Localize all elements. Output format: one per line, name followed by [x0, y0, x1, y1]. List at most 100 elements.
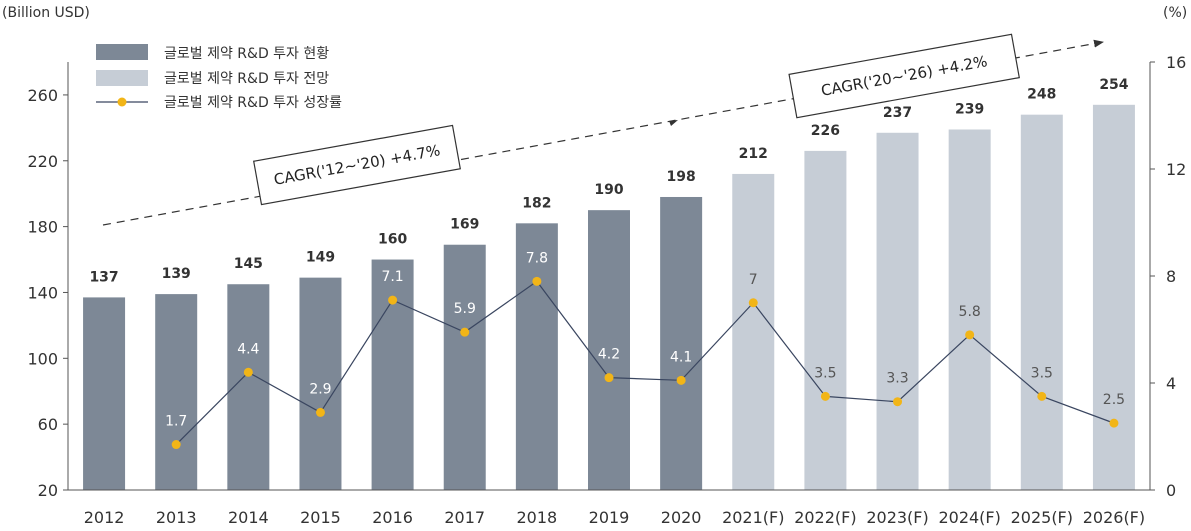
- legend: 글로벌 제약 R&D 투자 현황 글로벌 제약 R&D 투자 전망 글로벌 제약…: [96, 44, 342, 111]
- bar-actual: [155, 294, 198, 490]
- left-tick-label: 20: [38, 481, 58, 500]
- growth-rate-label: 7.8: [526, 250, 548, 266]
- growth-rate-point: [460, 327, 470, 337]
- bar-value-label: 226: [811, 123, 840, 139]
- bar-actual: [443, 244, 486, 490]
- growth-rate-point: [676, 375, 686, 385]
- bar-forecast: [804, 150, 847, 490]
- growth-rate-point: [820, 391, 830, 401]
- bar-value-label: 139: [162, 266, 191, 282]
- bar-value-label: 237: [883, 105, 912, 121]
- legend-label-growth: 글로벌 제약 R&D 투자 성장률: [164, 95, 342, 111]
- x-axis-label: 2019: [589, 508, 630, 527]
- growth-rate-label: 3.5: [1031, 365, 1053, 381]
- x-axis-labels: 2012 2013 2014 2015 2016 2017 2018 2019 2020 2021…: [84, 508, 1145, 527]
- bar-value-label: 149: [306, 250, 335, 266]
- left-axis-ticks: 20 60 100 140 180 220 260: [27, 86, 68, 500]
- growth-rate-label: 7: [749, 272, 758, 288]
- x-axis-label: 2015: [300, 508, 341, 527]
- growth-rate-point: [315, 407, 325, 417]
- right-tick-label: 12: [1166, 160, 1186, 179]
- legend-label-actual: 글로벌 제약 R&D 투자 현황: [164, 46, 329, 62]
- right-tick-label: 8: [1166, 267, 1176, 286]
- x-axis-label: 2021(F): [722, 508, 784, 527]
- bar-value-label: 248: [1027, 87, 1056, 103]
- x-axis-label: 2023(F): [866, 508, 928, 527]
- growth-rate-point: [388, 295, 398, 305]
- bar-value-label: 160: [378, 232, 407, 248]
- right-axis-unit: (%): [1163, 5, 1187, 21]
- left-tick-label: 60: [38, 415, 58, 434]
- x-axis-label: 2013: [156, 508, 197, 527]
- growth-rate-point: [748, 298, 758, 308]
- x-axis-label: 2022(F): [794, 508, 856, 527]
- x-axis-label: 2017: [444, 508, 485, 527]
- bar-value-label: 190: [594, 182, 623, 198]
- left-tick-label: 100: [27, 349, 58, 368]
- bar-value-labels: 137 139 145 149 160 169 182 190 198 212 226 237 239 2…: [89, 77, 1128, 286]
- growth-rate-label: 4.1: [670, 349, 692, 365]
- growth-rate-label: 7.1: [381, 269, 403, 285]
- growth-rate-label: 5.9: [454, 301, 476, 317]
- growth-rate-point: [243, 367, 253, 377]
- right-tick-label: 4: [1166, 374, 1176, 393]
- legend-swatch-forecast: [96, 70, 148, 86]
- growth-rate-label: 1.7: [165, 414, 187, 430]
- growth-rate-label: 5.8: [959, 304, 981, 320]
- growth-rate-label: 2.5: [1103, 392, 1125, 408]
- growth-rate-point: [893, 397, 903, 407]
- growth-rate-point: [1109, 418, 1119, 428]
- x-axis-label: 2014: [228, 508, 269, 527]
- bar-forecast: [1092, 104, 1135, 491]
- growth-rate-labels: 1.7 4.4 2.9 7.1 5.9 7.8 4.2 4.1 7 3.5 3.3 5.8 3.5 2.5: [165, 250, 1125, 429]
- bar-value-label: 182: [522, 195, 551, 211]
- cagr-midpoint-arrowhead: [669, 120, 678, 126]
- bar-actual: [299, 277, 342, 490]
- left-tick-label: 220: [27, 152, 58, 171]
- growth-rate-point: [171, 440, 181, 450]
- x-axis-label: 2020: [661, 508, 702, 527]
- bar-forecast: [732, 173, 775, 490]
- growth-rate-label: 3.3: [886, 371, 908, 387]
- left-tick-label: 180: [27, 218, 58, 237]
- x-axis-label: 2012: [84, 508, 125, 527]
- bar-forecast: [1020, 114, 1063, 490]
- bar-value-label: 169: [450, 217, 479, 233]
- bar-value-label: 212: [739, 146, 768, 162]
- bar-value-label: 137: [89, 269, 118, 285]
- x-axis-label: 2018: [517, 508, 558, 527]
- right-axis-ticks: 0 4 8 12 16: [1150, 53, 1186, 500]
- growth-rate-point: [1037, 391, 1047, 401]
- growth-rate-label: 2.9: [309, 381, 331, 397]
- x-axis-label: 2025(F): [1011, 508, 1073, 527]
- left-axis-unit: (Billion USD): [2, 5, 90, 21]
- right-tick-label: 0: [1166, 481, 1176, 500]
- growth-rate-label: 4.2: [598, 347, 620, 363]
- growth-rate-line: [175, 280, 1115, 445]
- bar-forecast: [876, 132, 919, 491]
- cagr-annotation-1: CAGR('12~'20) +4.7%: [253, 124, 461, 206]
- legend-swatch-actual: [96, 44, 148, 60]
- bars: [83, 104, 1135, 491]
- growth-rate-label: 3.5: [814, 365, 836, 381]
- left-tick-label: 140: [27, 283, 58, 302]
- x-axis-label: 2016: [372, 508, 413, 527]
- bar-value-label: 239: [955, 101, 984, 117]
- bar-forecast: [948, 129, 991, 490]
- growth-rate-point: [604, 373, 614, 383]
- bar-actual: [588, 210, 630, 490]
- x-axis-label: 2026(F): [1083, 508, 1145, 527]
- bar-value-label: 254: [1099, 77, 1128, 93]
- bar-actual: [515, 223, 558, 491]
- legend-swatch-growth-marker: [117, 97, 127, 107]
- bar-actual: [660, 196, 703, 490]
- bar-value-label: 198: [667, 169, 696, 185]
- growth-rate-series: [171, 276, 1119, 450]
- bar-actual: [371, 259, 414, 490]
- x-axis-label: 2024(F): [938, 508, 1000, 527]
- legend-label-forecast: 글로벌 제약 R&D 투자 전망: [164, 71, 329, 87]
- left-tick-label: 260: [27, 86, 58, 105]
- growth-rate-label: 4.4: [237, 341, 259, 357]
- growth-rate-point: [965, 330, 975, 340]
